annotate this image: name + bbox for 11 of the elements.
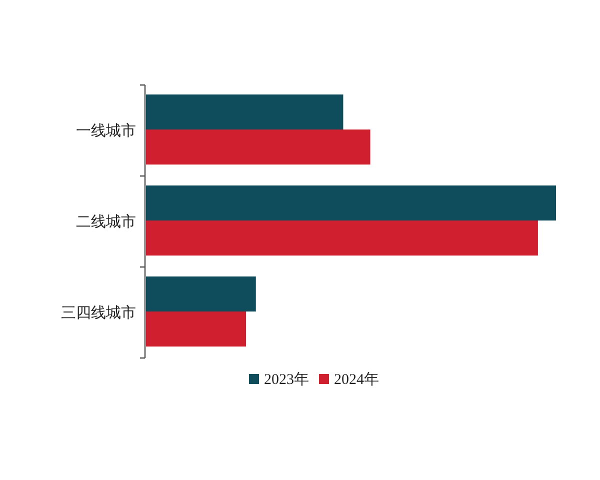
legend-label: 2023年 xyxy=(264,371,309,388)
bar xyxy=(146,94,344,130)
y-tick-label: 二线城市 xyxy=(76,212,136,230)
y-tick-label: 三四线城市 xyxy=(61,304,136,322)
bar xyxy=(146,220,538,256)
y-tick-label: 一线城市 xyxy=(76,122,136,140)
bar xyxy=(146,185,556,220)
bar xyxy=(146,130,370,165)
bar xyxy=(146,276,256,312)
bar xyxy=(146,312,246,347)
legend-label: 2024年 xyxy=(334,371,379,388)
